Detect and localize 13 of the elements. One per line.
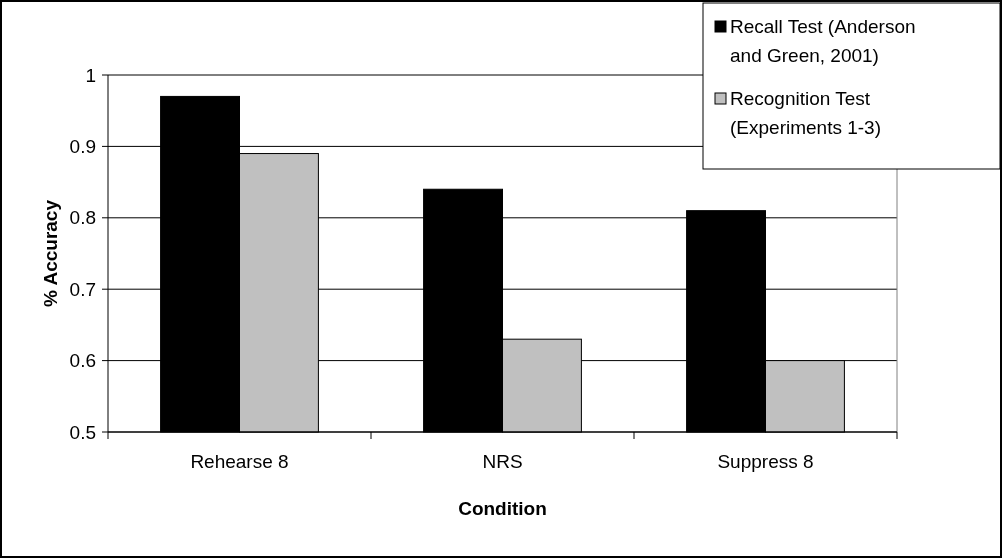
y-tick-label: 0.9 [69, 136, 96, 158]
legend-label: Recognition Test (Experiments 1-3) [730, 88, 881, 138]
y-tick-label: 0.7 [69, 278, 96, 300]
y-axis-title: % Accuracy [40, 199, 61, 308]
x-axis-title: Condition [458, 498, 547, 519]
y-tick-label: 0.6 [69, 350, 96, 372]
x-tick-label: Suppress 8 [717, 451, 814, 472]
y-tick-label: 0.8 [69, 207, 96, 229]
legend-label: Recall Test (Anderson and Green, 2001) [730, 16, 916, 66]
y-tick-label: 0.5 [69, 421, 96, 443]
x-tick-label: NRS [482, 451, 523, 472]
x-tick-label: Rehearse 8 [190, 451, 289, 472]
y-tick-label: 1 [85, 64, 96, 86]
